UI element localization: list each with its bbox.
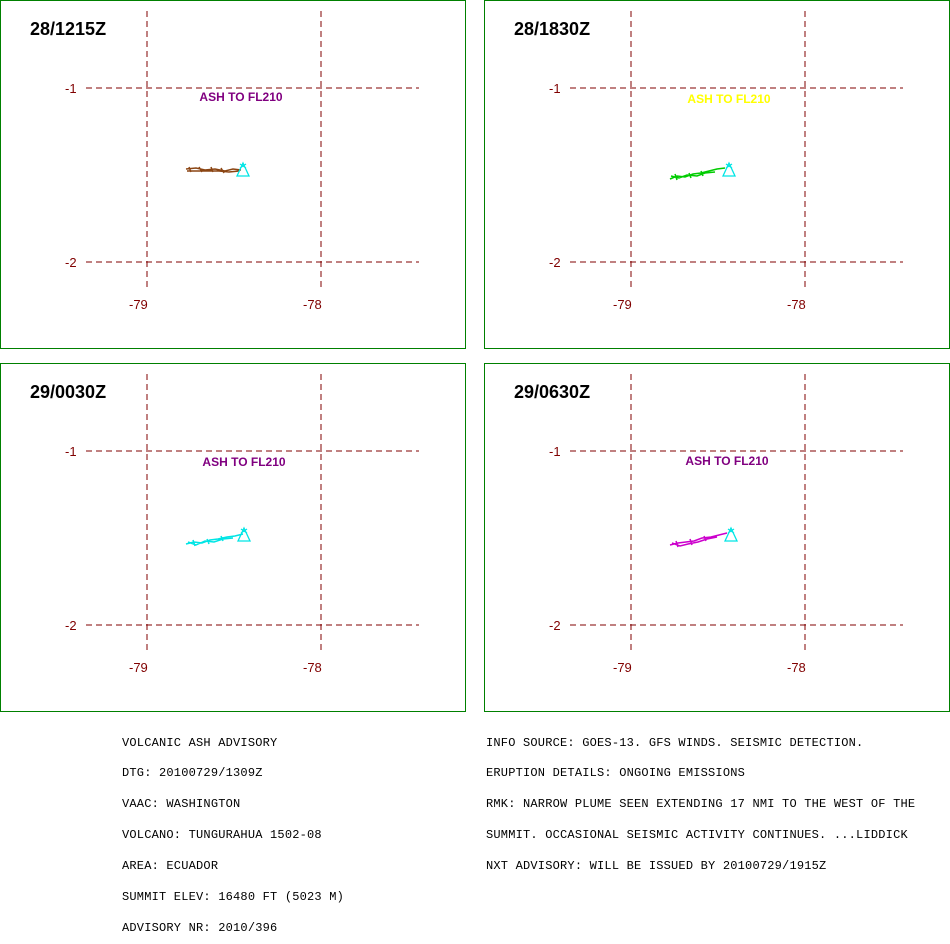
ash-map: -1 -2 -79 -78 ASH TO FL210: [65, 374, 419, 675]
ash-plume: [185, 166, 242, 174]
advisory-line: RMK: NARROW PLUME SEEN EXTENDING 17 NMI …: [486, 797, 916, 812]
longitude-label: -78: [787, 660, 806, 675]
advisory-line: ERUPTION DETAILS: ONGOING EMISSIONS: [486, 766, 746, 781]
latitude-label: -2: [549, 255, 561, 270]
advisory-line: SUMMIT ELEV: 16480 FT (5023 M): [122, 890, 345, 905]
longitude-label: -79: [613, 660, 632, 675]
advisory-line: VOLCANO: TUNGURAHUA 1502-08: [122, 828, 322, 843]
advisory-line: DTG: 20100729/1309Z: [122, 766, 263, 781]
advisory-line: VAAC: WASHINGTON: [122, 797, 241, 812]
volcano-icon: [236, 526, 252, 542]
ash-plume: [185, 533, 244, 547]
latitude-label: -1: [65, 81, 77, 96]
latitude-label: -2: [549, 618, 561, 633]
longitude-label: -79: [613, 297, 632, 312]
panel-time-label: 29/0030Z: [30, 382, 107, 402]
ash-height-label: ASH TO FL210: [202, 455, 285, 469]
ash-height-label: ASH TO FL210: [199, 90, 282, 104]
panel-time-label: 29/0630Z: [514, 382, 591, 402]
advisory-line: NXT ADVISORY: WILL BE ISSUED BY 20100729…: [486, 859, 827, 874]
latitude-label: -1: [65, 444, 77, 459]
advisory-line: INFO SOURCE: GOES-13. GFS WINDS. SEISMIC…: [486, 735, 864, 750]
longitude-label: -79: [129, 660, 148, 675]
latitude-label: -1: [549, 81, 561, 96]
forecast-panel-2: 28/1830Z -1 -2 -79 -78 ASH TO FL210: [484, 0, 950, 349]
latitude-label: -2: [65, 618, 77, 633]
longitude-label: -78: [303, 660, 322, 675]
panel-time-label: 28/1215Z: [30, 19, 107, 39]
forecast-panel-4: 29/0630Z -1 -2 -79 -78 ASH TO FL210: [484, 363, 950, 712]
ash-map: -1 -2 -79 -78 ASH TO FL210: [65, 11, 419, 312]
latitude-label: -2: [65, 255, 77, 270]
volcano-icon: [723, 526, 739, 542]
advisory-details-block: INFO SOURCE: GOES-13. GFS WINDS. SEISMIC…: [486, 717, 915, 882]
longitude-label: -79: [129, 297, 148, 312]
ash-plume: [669, 532, 728, 548]
advisory-line: ADVISORY NR: 2010/396: [122, 920, 278, 935]
ash-map: -1 -2 -79 -78 ASH TO FL210: [549, 11, 903, 312]
volcano-icon: [235, 161, 251, 177]
advisory-line: SUMMIT. OCCASIONAL SEISMIC ACTIVITY CONT…: [486, 828, 908, 843]
forecast-panel-3: 29/0030Z -1 -2 -79 -78 ASH TO FL210: [0, 363, 466, 712]
longitude-label: -78: [787, 297, 806, 312]
volcano-icon: [721, 161, 737, 177]
ash-height-label: ASH TO FL210: [685, 454, 768, 468]
ash-map: -1 -2 -79 -78 ASH TO FL210: [549, 374, 903, 675]
forecast-panel-1: 28/1215Z -1 -2 -79 -78 ASH TO FL210: [0, 0, 466, 349]
ash-height-label: ASH TO FL210: [687, 92, 770, 106]
ash-plume: [669, 167, 726, 181]
latitude-label: -1: [549, 444, 561, 459]
advisory-line: AREA: ECUADOR: [122, 859, 219, 874]
advisory-line: VOLCANIC ASH ADVISORY: [122, 735, 278, 750]
longitude-label: -78: [303, 297, 322, 312]
advisory-header-block: VOLCANIC ASH ADVISORY DTG: 20100729/1309…: [122, 717, 344, 944]
panel-time-label: 28/1830Z: [514, 19, 591, 39]
